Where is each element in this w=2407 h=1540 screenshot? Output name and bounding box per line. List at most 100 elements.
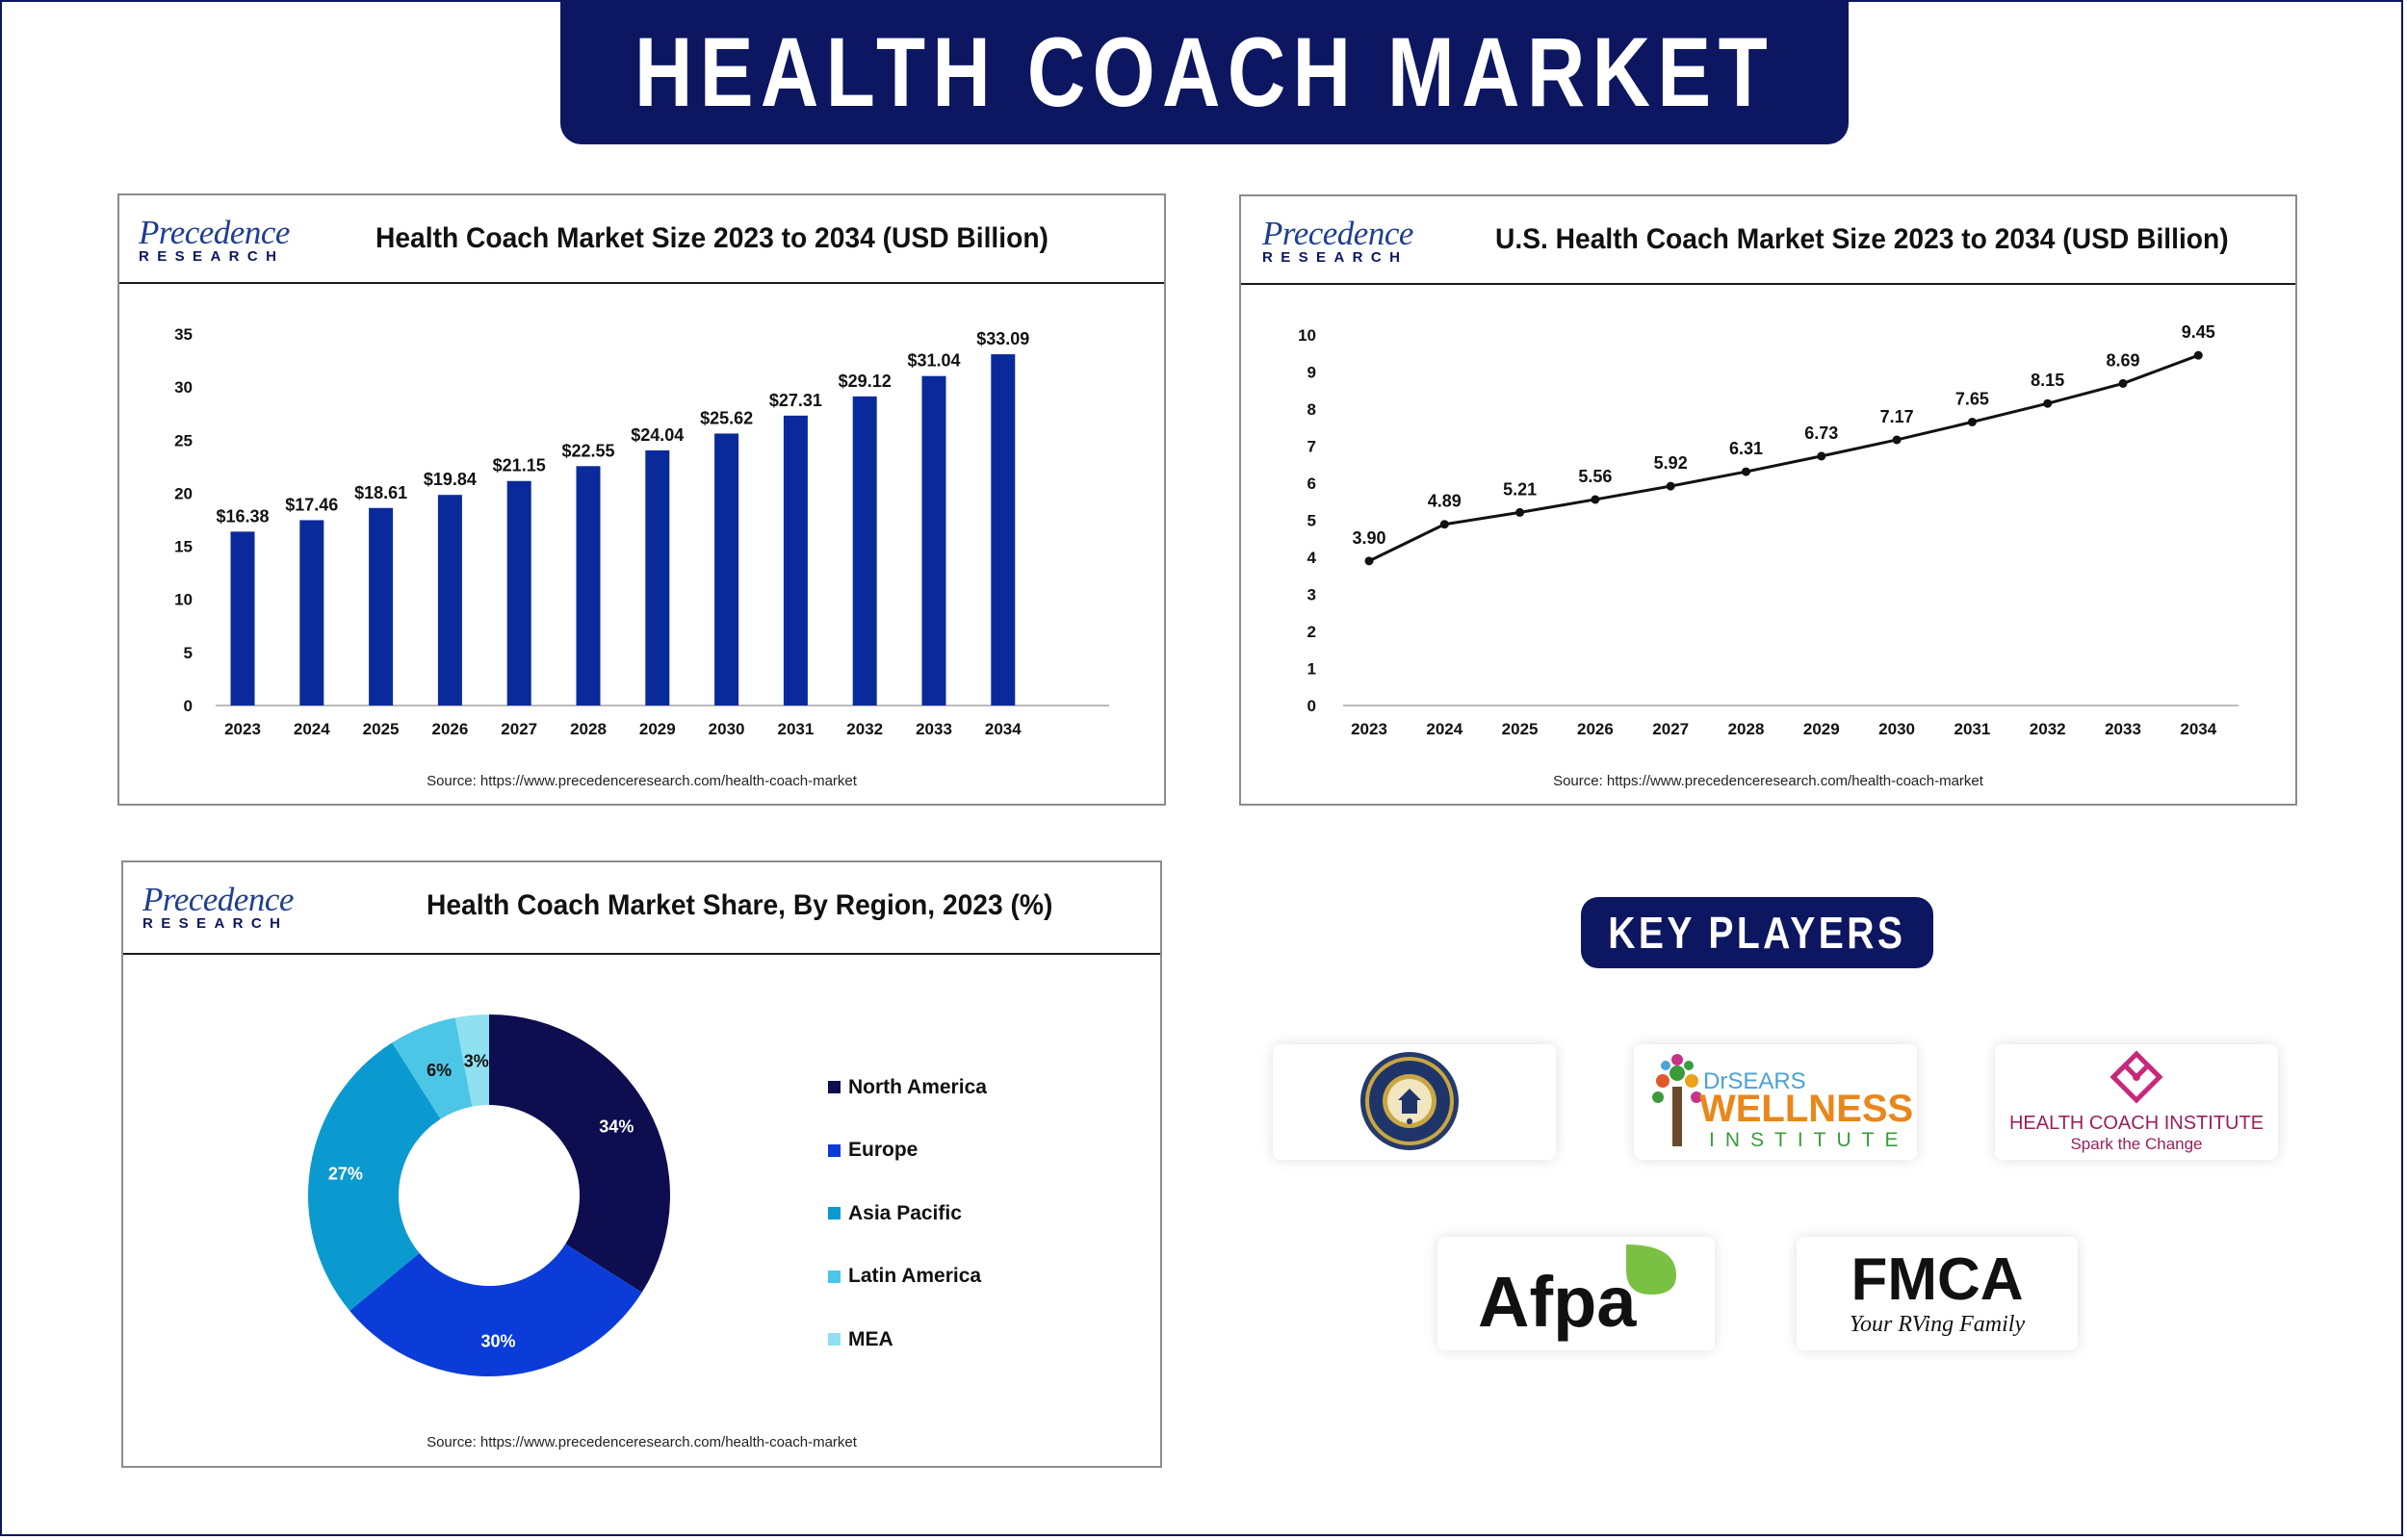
legend-label: Asia Pacific bbox=[848, 1201, 962, 1224]
x-tick-label: 2025 bbox=[363, 720, 400, 738]
bar-value-label: $31.04 bbox=[907, 351, 960, 371]
bar bbox=[921, 375, 946, 706]
bar-value-label: $29.12 bbox=[839, 372, 892, 391]
bar-value-label: $24.04 bbox=[631, 425, 684, 445]
data-point bbox=[1515, 507, 1525, 517]
x-tick-label: 2030 bbox=[709, 720, 745, 738]
slice-value-label: 30% bbox=[480, 1332, 515, 1351]
legend-swatch bbox=[828, 1081, 841, 1094]
precedence-logo: Precedence RESEARCH bbox=[139, 214, 290, 265]
donut-slice bbox=[454, 1014, 489, 1107]
point-value-label: 5.21 bbox=[1503, 479, 1537, 499]
point-value-label: 8.15 bbox=[2031, 371, 2064, 390]
x-tick-label: 2032 bbox=[2030, 720, 2066, 738]
y-tick-label: 5 bbox=[184, 644, 193, 662]
series-line bbox=[1368, 353, 2199, 563]
logo-card-drsears: DrSEARS WELLNESS INSTITUTE bbox=[1634, 1044, 1917, 1160]
donut-chart-header: Precedence RESEARCH Health Coach Market … bbox=[123, 862, 1160, 955]
y-tick-label: 9 bbox=[1307, 364, 1316, 382]
bar bbox=[783, 415, 808, 706]
logo-card-afpa: Afpa bbox=[1437, 1237, 1715, 1350]
svg-text:WELLNESS: WELLNESS bbox=[1699, 1088, 1913, 1130]
donut-slice bbox=[349, 1244, 642, 1376]
legend-swatch bbox=[828, 1333, 841, 1347]
bar bbox=[645, 449, 670, 706]
bar bbox=[714, 433, 739, 706]
data-point bbox=[1817, 451, 1826, 461]
point-value-label: 3.90 bbox=[1352, 528, 1385, 548]
x-tick-label: 2025 bbox=[1502, 720, 1539, 738]
y-tick-label: 0 bbox=[1307, 697, 1316, 715]
svg-text:HEALTH COACH INSTITUTE: HEALTH COACH INSTITUTE bbox=[2009, 1113, 2264, 1134]
x-tick-label: 2031 bbox=[777, 720, 814, 738]
legend-item: Latin America bbox=[828, 1245, 987, 1309]
donut-slice bbox=[392, 1017, 473, 1119]
y-tick-label: 30 bbox=[174, 378, 193, 397]
x-tick-label: 2029 bbox=[639, 720, 676, 738]
bar bbox=[369, 507, 394, 706]
uc-seal-logo bbox=[1360, 1052, 1459, 1150]
page-title-banner: HEALTH COACH MARKET bbox=[560, 0, 1849, 144]
x-tick-label: 2024 bbox=[294, 720, 330, 738]
logo-card-uc bbox=[1273, 1044, 1556, 1160]
svg-text:DrSEARS: DrSEARS bbox=[1703, 1068, 1806, 1094]
y-tick-label: 6 bbox=[1307, 475, 1316, 493]
legend-item: Asia Pacific bbox=[828, 1182, 987, 1245]
bar-value-label: $25.62 bbox=[700, 408, 753, 427]
bar-chart-title: Health Coach Market Size 2023 to 2034 (U… bbox=[375, 222, 1048, 254]
svg-text:Afpa: Afpa bbox=[1478, 1262, 1637, 1342]
bar-value-label: $22.55 bbox=[561, 441, 614, 460]
y-tick-label: 15 bbox=[174, 538, 193, 556]
x-tick-label: 2024 bbox=[1426, 720, 1462, 738]
data-point bbox=[1742, 467, 1750, 476]
data-point bbox=[1364, 556, 1374, 566]
bar-chart-header: Precedence RESEARCH Health Coach Market … bbox=[119, 195, 1164, 284]
legend-label: Europe bbox=[848, 1139, 919, 1162]
y-tick-label: 4 bbox=[1307, 549, 1317, 567]
legend-item: MEA bbox=[828, 1308, 987, 1372]
bar-value-label: $19.84 bbox=[424, 470, 477, 489]
x-tick-label: 2023 bbox=[1351, 720, 1387, 738]
svg-text:INSTITUTE: INSTITUTE bbox=[1709, 1129, 1909, 1151]
x-tick-label: 2023 bbox=[224, 720, 261, 738]
legend-label: Latin America bbox=[848, 1265, 982, 1288]
legend-swatch bbox=[828, 1207, 841, 1220]
bar bbox=[991, 354, 1016, 706]
line-chart-header: Precedence RESEARCH U.S. Health Coach Ma… bbox=[1241, 196, 2295, 285]
y-tick-label: 8 bbox=[1307, 400, 1316, 419]
bar bbox=[852, 396, 877, 706]
legend-label: North America bbox=[848, 1075, 987, 1098]
bar-chart-source: Source: https://www.precedenceresearch.c… bbox=[427, 773, 857, 789]
x-tick-label: 2033 bbox=[2105, 720, 2141, 738]
x-tick-label: 2027 bbox=[501, 720, 537, 738]
svg-text:Your RVing Family: Your RVing Family bbox=[1850, 1312, 2026, 1337]
point-value-label: 7.65 bbox=[1955, 389, 1989, 408]
slice-value-label: 34% bbox=[599, 1116, 634, 1136]
y-tick-label: 1 bbox=[1307, 660, 1316, 679]
precedence-logo: Precedence RESEARCH bbox=[142, 881, 294, 932]
data-point bbox=[1666, 481, 1675, 491]
bar bbox=[506, 480, 531, 706]
bar bbox=[437, 495, 462, 706]
y-tick-label: 5 bbox=[1307, 512, 1316, 530]
donut-chart-panel: Precedence RESEARCH Health Coach Market … bbox=[121, 860, 1162, 1468]
x-tick-label: 2029 bbox=[1803, 720, 1840, 738]
point-value-label: 5.56 bbox=[1578, 467, 1612, 486]
bar bbox=[576, 466, 601, 706]
donut-slice bbox=[308, 1042, 441, 1311]
line-chart-title: U.S. Health Coach Market Size 2023 to 20… bbox=[1495, 223, 2229, 255]
x-tick-label: 2032 bbox=[846, 720, 883, 738]
data-point bbox=[1967, 417, 1977, 426]
fmca-logo: FMCA Your RVing Family bbox=[1850, 1246, 2026, 1337]
x-tick-label: 2028 bbox=[570, 720, 607, 738]
line-chart-panel: Precedence RESEARCH U.S. Health Coach Ma… bbox=[1239, 194, 2297, 806]
point-value-label: 8.69 bbox=[2106, 350, 2139, 370]
data-point bbox=[2193, 350, 2203, 360]
line-chart-source: Source: https://www.precedenceresearch.c… bbox=[1553, 773, 1983, 789]
point-value-label: 6.73 bbox=[1804, 424, 1838, 443]
bar-chart: 05101520253035$16.382023$17.462024$18.61… bbox=[174, 325, 1109, 738]
bar bbox=[299, 520, 324, 706]
point-value-label: 9.45 bbox=[2182, 322, 2215, 342]
y-tick-label: 2 bbox=[1307, 623, 1316, 641]
legend-item: Europe bbox=[828, 1119, 987, 1183]
